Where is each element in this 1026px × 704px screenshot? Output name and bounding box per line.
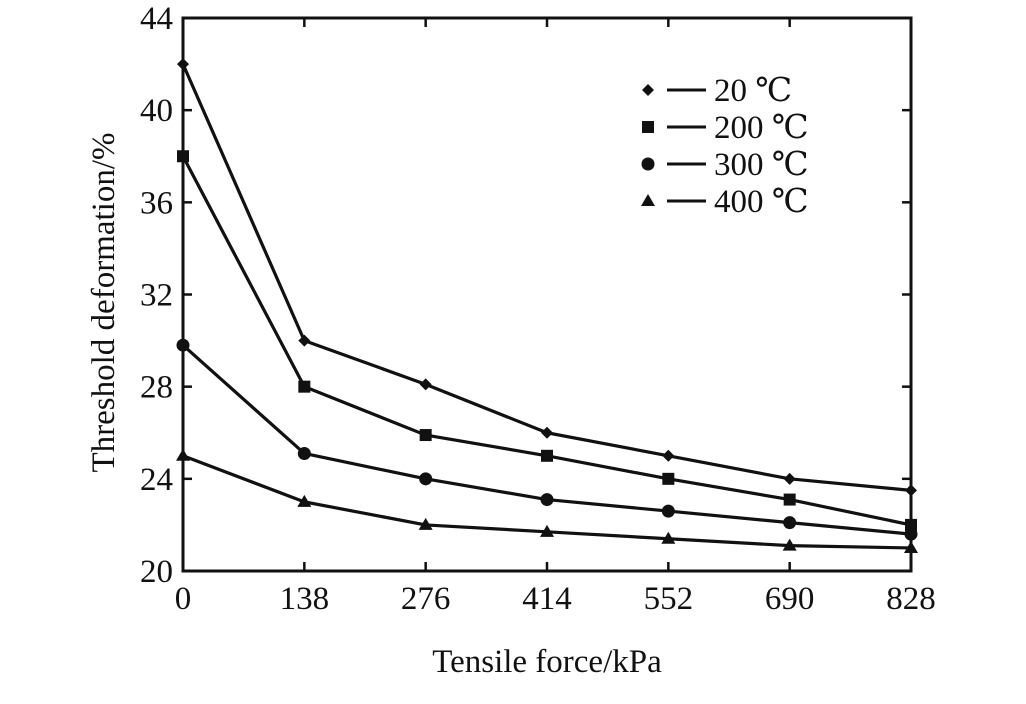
data-point <box>176 448 190 461</box>
data-point <box>297 446 311 460</box>
plot-area-border <box>181 16 913 573</box>
series-circle <box>176 338 918 541</box>
legend-entry: 200 ℃ <box>642 110 809 146</box>
x-tick-label: 138 <box>280 581 330 617</box>
legend-label: 20 ℃ <box>714 73 792 109</box>
legend-label: 300 ℃ <box>714 147 809 183</box>
data-point <box>177 58 189 71</box>
legend-marker <box>642 121 654 133</box>
legend-entry: 400 ℃ <box>641 184 809 220</box>
legend-marker <box>641 157 655 171</box>
data-point <box>782 538 797 551</box>
y-axis-ticks: 20 24 28 32 36 40 44 <box>140 1 911 590</box>
legend-marker <box>641 194 655 206</box>
y-tick-label: 40 <box>140 93 173 129</box>
data-point <box>783 493 796 506</box>
y-tick-label: 24 <box>140 462 173 498</box>
series-square <box>177 150 917 531</box>
series-lines <box>176 58 918 553</box>
data-point <box>904 527 918 541</box>
y-tick-label: 20 <box>140 554 173 590</box>
y-tick-label: 28 <box>140 370 173 406</box>
data-point <box>418 517 433 530</box>
data-point <box>419 429 432 442</box>
y-axis-title: Threshold deformation/% <box>86 133 122 473</box>
data-point <box>661 504 675 518</box>
x-tick-label: 414 <box>522 581 572 617</box>
plot-frame <box>181 16 913 573</box>
legend-entry: 300 ℃ <box>641 147 809 183</box>
data-point <box>783 516 797 530</box>
legend-marker <box>642 84 654 96</box>
data-point <box>419 472 433 486</box>
data-point <box>419 378 432 391</box>
data-point <box>540 524 554 537</box>
data-point <box>177 150 189 163</box>
x-tick-label: 690 <box>765 581 815 617</box>
legend-label: 400 ℃ <box>714 184 809 220</box>
data-point <box>298 334 311 347</box>
legend-label: 200 ℃ <box>714 110 809 146</box>
x-tick-label: 828 <box>886 581 936 617</box>
series-triangle <box>176 448 918 553</box>
data-point <box>298 380 311 393</box>
x-axis-ticks: 0 138 276 414 552 690 828 <box>175 18 936 617</box>
data-point <box>783 472 796 485</box>
data-point <box>905 518 917 531</box>
data-point <box>540 493 554 507</box>
data-point <box>541 449 553 462</box>
x-tick-label: 0 <box>175 581 192 617</box>
legend-entry: 20 ℃ <box>642 73 792 109</box>
data-point <box>297 494 312 507</box>
data-point <box>541 426 553 439</box>
x-tick-label: 552 <box>644 581 694 617</box>
data-point <box>176 338 190 352</box>
data-point <box>661 531 676 544</box>
y-tick-label: 44 <box>140 1 173 37</box>
x-tick-label: 276 <box>401 581 451 617</box>
x-axis-title: Tensile force/kPa <box>432 644 662 680</box>
data-point <box>905 484 917 497</box>
data-point <box>904 540 918 553</box>
y-tick-label: 36 <box>140 185 173 221</box>
data-point <box>662 449 675 462</box>
data-point <box>662 472 675 485</box>
series-diamond <box>177 58 917 497</box>
y-tick-label: 32 <box>140 278 173 314</box>
